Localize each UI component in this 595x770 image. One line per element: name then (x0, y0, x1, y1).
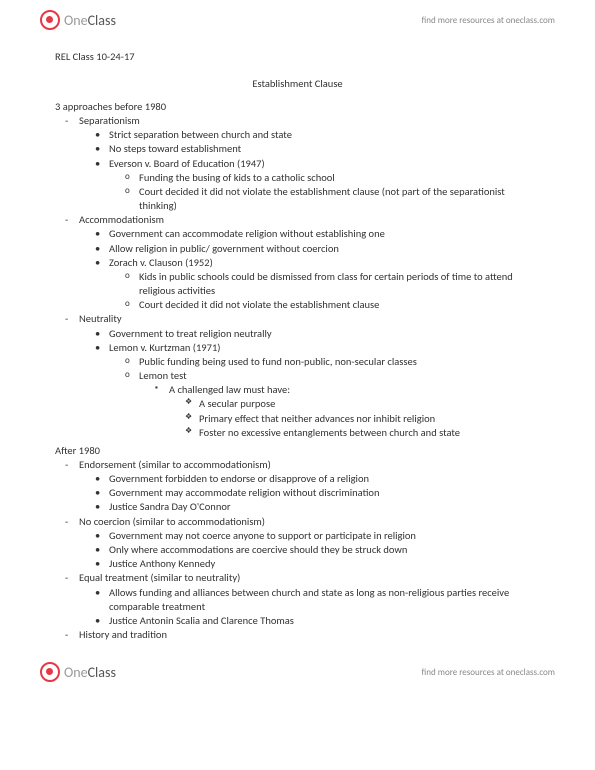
points-list: Allows funding and alliances between chu… (79, 586, 540, 629)
approach-item: SeparationismStrict separation between c… (79, 114, 540, 213)
header-tagline[interactable]: find more resources at oneclass.com (422, 15, 555, 26)
sub-item: Funding the busing of kids to a catholic… (139, 171, 540, 185)
point-item: Justice Sandra Day O'Connor (109, 500, 540, 514)
logo-text: OneClass (64, 12, 116, 29)
diamond-item: Primary effect that neither advances nor… (199, 412, 540, 426)
point-item: No steps toward establishment (109, 142, 540, 156)
square-list: A challenged law must have:A secular pur… (139, 383, 540, 440)
point-item: Government forbidden to endorse or disap… (109, 472, 540, 486)
point-item: Allow religion in public/ government wit… (109, 242, 540, 256)
after-list: Endorsement (similar to accommodationism… (55, 458, 540, 642)
point-item: Government can accommodate religion with… (109, 227, 540, 241)
point-item: Only where accommodations are coercive s… (109, 543, 540, 557)
points-list: Strict separation between church and sta… (79, 128, 540, 213)
points-list: Government to treat religion neutrallyLe… (79, 327, 540, 440)
footer-logo: OneClass (40, 662, 116, 682)
after-heading: After 1980 (55, 444, 540, 457)
header: OneClass find more resources at oneclass… (0, 0, 595, 40)
logo-class: Class (88, 12, 116, 29)
logo: OneClass (40, 10, 116, 30)
page-title: Establishment Clause (55, 77, 540, 90)
square-item: A challenged law must have:A secular pur… (169, 383, 540, 440)
sub-item: Kids in public schools could be dismisse… (139, 270, 540, 298)
before-list: SeparationismStrict separation between c… (55, 114, 540, 440)
point-item: Government may accommodate religion with… (109, 486, 540, 500)
point-item: Allows funding and alliances between chu… (109, 586, 540, 614)
point-item: Government to treat religion neutrally (109, 327, 540, 341)
diamond-list: A secular purposePrimary effect that nei… (169, 397, 540, 440)
approach-item: Endorsement (similar to accommodationism… (79, 458, 540, 515)
sub-item: Court decided it did not violate the est… (139, 298, 540, 312)
logo-one: One (64, 12, 88, 29)
footer-logo-icon (40, 662, 60, 682)
approach-item: No coercion (similar to accommodationism… (79, 515, 540, 572)
footer: OneClass find more resources at oneclass… (0, 652, 595, 692)
points-list: Government forbidden to endorse or disap… (79, 472, 540, 515)
footer-logo-text: OneClass (64, 664, 116, 681)
approach-item: History and tradition (79, 628, 540, 642)
class-label: REL Class 10-24-17 (55, 50, 540, 63)
sub-item: Court decided it did not violate the est… (139, 185, 540, 213)
point-item: Justice Antonin Scalia and Clarence Thom… (109, 614, 540, 628)
approach-item: NeutralityGovernment to treat religion n… (79, 312, 540, 440)
footer-tagline[interactable]: find more resources at oneclass.com (422, 667, 555, 678)
points-list: Government can accommodate religion with… (79, 227, 540, 312)
logo-icon (40, 10, 60, 30)
approach-item: Equal treatment (similar to neutrality)A… (79, 571, 540, 628)
point-item: Lemon v. Kurtzman (1971)Public funding b… (109, 341, 540, 440)
point-item: Justice Anthony Kennedy (109, 557, 540, 571)
sub-list: Funding the busing of kids to a catholic… (109, 171, 540, 214)
point-item: Strict separation between church and sta… (109, 128, 540, 142)
diamond-item: A secular purpose (199, 397, 540, 411)
document-content: REL Class 10-24-17 Establishment Clause … (0, 40, 595, 652)
approach-item: AccommodationismGovernment can accommoda… (79, 213, 540, 312)
footer-logo-one: One (64, 664, 88, 681)
sub-item: Public funding being used to fund non-pu… (139, 355, 540, 369)
before-heading: 3 approaches before 1980 (55, 100, 540, 113)
sub-list: Public funding being used to fund non-pu… (109, 355, 540, 440)
sub-list: Kids in public schools could be dismisse… (109, 270, 540, 313)
points-list: Government may not coerce anyone to supp… (79, 529, 540, 572)
point-item: Zorach v. Clauson (1952)Kids in public s… (109, 256, 540, 313)
footer-logo-class: Class (88, 664, 116, 681)
diamond-item: Foster no excessive entanglements betwee… (199, 426, 540, 440)
point-item: Everson v. Board of Education (1947)Fund… (109, 157, 540, 214)
sub-item: Lemon testA challenged law must have:A s… (139, 369, 540, 440)
point-item: Government may not coerce anyone to supp… (109, 529, 540, 543)
